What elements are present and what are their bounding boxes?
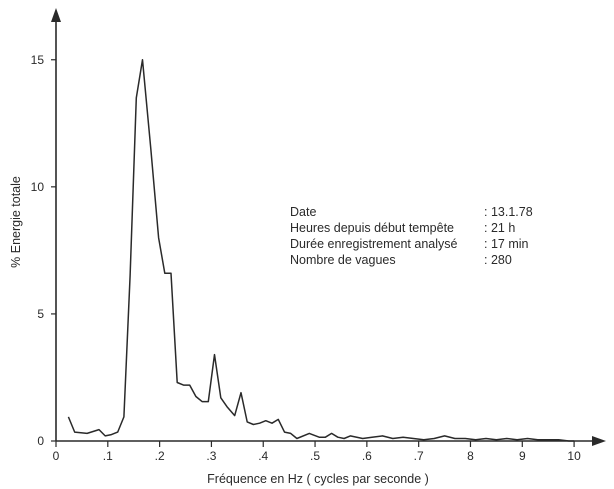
info-label-waves: Nombre de vagues (290, 253, 396, 267)
x-tick-label: 8 (467, 449, 474, 463)
x-tick-label: 10 (567, 449, 581, 463)
x-ticks: 0 .1 .2 .3 .4 .5 .6 .7 8 9 10 (53, 441, 581, 463)
x-tick-label: .3 (206, 449, 216, 463)
info-value-duration: : 17 min (484, 237, 529, 251)
x-axis-arrowhead (592, 436, 606, 446)
x-tick-label: .1 (103, 449, 113, 463)
y-tick-label: 0 (37, 434, 44, 448)
x-tick-label: .6 (362, 449, 372, 463)
info-value-waves: : 280 (484, 253, 512, 267)
axes (51, 8, 606, 446)
x-tick-label: .4 (258, 449, 268, 463)
series-line (67, 59, 575, 442)
x-tick-label: 0 (53, 449, 60, 463)
x-tick-label: .7 (414, 449, 424, 463)
info-block: Date : 13.1.78 Heures depuis début tempê… (290, 205, 533, 267)
x-tick-label: 9 (519, 449, 526, 463)
series-group (67, 59, 575, 442)
x-tick-label: .2 (155, 449, 165, 463)
info-value-hours: : 21 h (484, 221, 515, 235)
info-label-duration: Durée enregistrement analysé (290, 237, 457, 251)
x-tick-label: .5 (310, 449, 320, 463)
y-axis-title: % Energie totale (9, 176, 23, 268)
y-tick-label: 10 (31, 180, 45, 194)
y-tick-label: 15 (31, 53, 45, 67)
x-axis-title: Fréquence en Hz ( cycles par seconde ) (207, 472, 429, 486)
info-label-date: Date (290, 205, 316, 219)
y-ticks: 0 5 10 15 (31, 53, 56, 448)
y-tick-label: 5 (37, 307, 44, 321)
y-axis-arrowhead (51, 8, 61, 22)
info-value-date: : 13.1.78 (484, 205, 533, 219)
info-label-hours: Heures depuis début tempête (290, 221, 454, 235)
